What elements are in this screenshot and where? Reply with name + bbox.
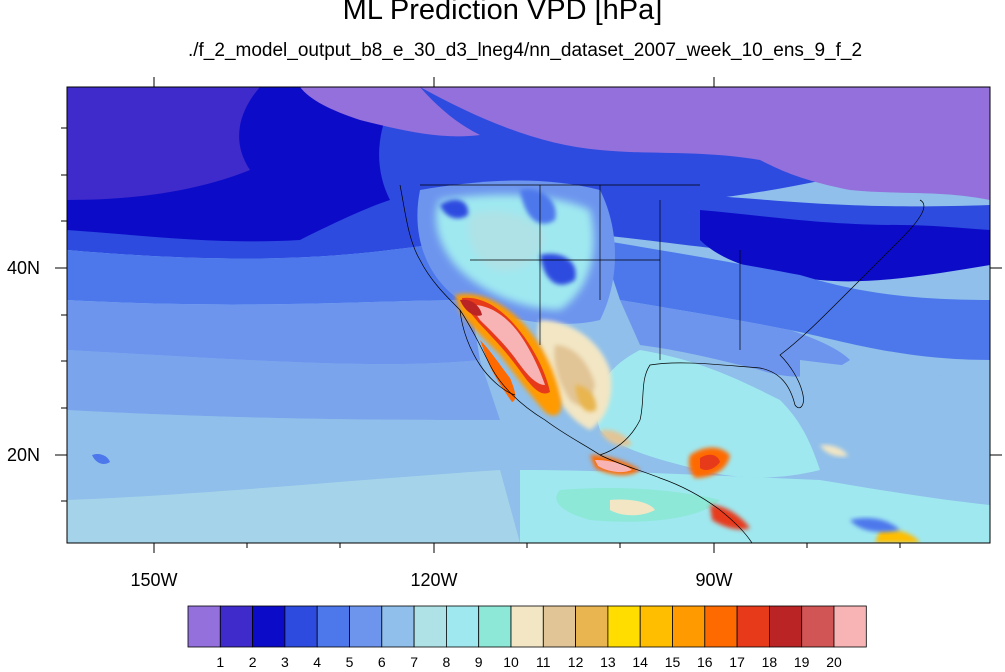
colorbar-label-1: 1 <box>216 654 225 670</box>
colorbar-swatch-13 <box>607 605 641 648</box>
colorbar-label-8: 8 <box>442 654 451 670</box>
colorbar-swatch-10 <box>510 605 544 648</box>
colorbar-label-7: 7 <box>410 654 418 670</box>
chart-title: ML Prediction VPD [hPa] <box>342 0 663 26</box>
colorbar-swatch-11 <box>542 605 576 648</box>
colorbar-swatch-8 <box>445 605 480 648</box>
colorbar-label-4: 4 <box>313 654 322 670</box>
colorbar-label-19: 19 <box>793 654 810 670</box>
y-tick-40n: 40N <box>6 258 40 278</box>
colorbar <box>187 605 867 648</box>
colorbar-label-10: 10 <box>503 654 519 670</box>
colorbar-swatch-0 <box>187 605 221 648</box>
colorbar-label-2: 2 <box>248 654 257 670</box>
axis-ticks <box>55 77 1002 553</box>
chart-subtitle: ./f_2_model_output_b8_e_30_d3_lneg4/nn_d… <box>187 40 863 61</box>
colorbar-label-14: 14 <box>632 654 648 670</box>
colorbar-swatch-20 <box>833 605 867 648</box>
colorbar-label-20: 20 <box>826 654 842 670</box>
colorbar-swatch-16 <box>704 605 738 648</box>
colorbar-swatch-12 <box>575 605 609 648</box>
colorbar-label-17: 17 <box>729 654 745 670</box>
vpd-field <box>67 87 990 543</box>
colorbar-label-9: 9 <box>474 654 483 670</box>
colorbar-swatch-7 <box>413 605 447 648</box>
colorbar-label-15: 15 <box>664 654 681 670</box>
colorbar-swatch-4 <box>316 605 350 648</box>
colorbar-swatch-15 <box>672 605 706 648</box>
y-tick-20n: 20N <box>6 445 40 465</box>
coastlines <box>399 184 925 543</box>
colorbar-swatch-5 <box>349 605 383 648</box>
colorbar-swatch-9 <box>478 605 512 648</box>
x-tick-90w: 90W <box>695 570 733 590</box>
colorbar-swatch-18 <box>769 605 803 648</box>
colorbar-label-13: 13 <box>600 654 616 670</box>
colorbar-label-12: 12 <box>567 654 584 670</box>
x-tick-150w: 150W <box>130 570 178 590</box>
colorbar-swatch-1 <box>219 605 254 648</box>
colorbar-swatch-14 <box>639 605 673 648</box>
colorbar-label-18: 18 <box>761 654 778 670</box>
colorbar-swatch-17 <box>736 605 770 648</box>
colorbar-label-5: 5 <box>345 654 354 670</box>
colorbar-label-3: 3 <box>280 654 289 670</box>
colorbar-swatch-19 <box>801 605 835 648</box>
colorbar-label-11: 11 <box>536 654 551 670</box>
colorbar-swatch-3 <box>284 605 318 648</box>
x-tick-120w: 120W <box>410 570 458 590</box>
colorbar-label-6: 6 <box>377 654 386 670</box>
colorbar-swatch-2 <box>252 605 286 648</box>
colorbar-swatch-6 <box>381 605 415 648</box>
colorbar-label-16: 16 <box>697 654 713 670</box>
